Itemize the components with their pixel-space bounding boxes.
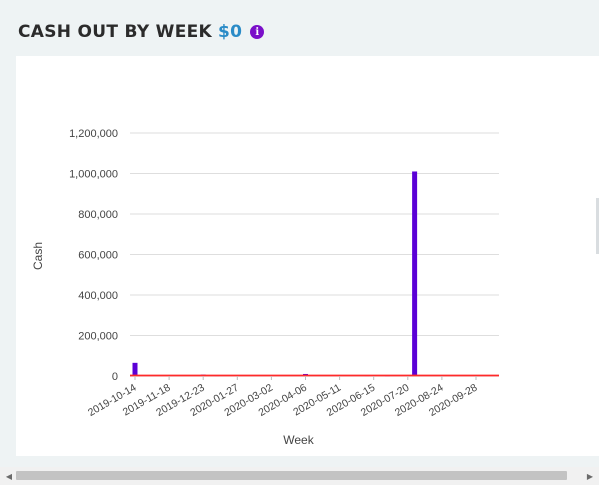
- y-tick-label: 1,200,000: [69, 128, 118, 140]
- y-tick-label: 400,000: [78, 290, 118, 302]
- chart-panel: 0 200,000 400,000 600,000 800,000 1,000,000 1,…: [16, 56, 599, 456]
- card-title: CASH OUT BY WEEK: [18, 22, 212, 42]
- cash-out-chart: 0 200,000 400,000 600,000 800,000 1,000,000 1,…: [31, 128, 499, 447]
- y-tick-label: 1,000,000: [69, 169, 118, 181]
- cash-out-amount: $0: [218, 22, 243, 42]
- y-axis-label: Cash: [31, 242, 45, 270]
- y-tick-label: 200,000: [78, 331, 118, 343]
- y-tick-label: 0: [112, 371, 118, 383]
- x-axis-label: Week: [283, 433, 314, 447]
- scrollbar-thumb[interactable]: [16, 471, 567, 480]
- y-tick-label: 600,000: [78, 250, 118, 262]
- card-header: CASH OUT BY WEEK $0 i: [18, 18, 265, 46]
- horizontal-scrollbar[interactable]: ◀ ▶: [0, 467, 599, 485]
- scroll-right-icon[interactable]: ▶: [586, 471, 594, 481]
- info-icon[interactable]: i: [250, 25, 265, 39]
- side-panel-edge: [596, 198, 599, 254]
- y-tick-label: 800,000: [78, 209, 118, 221]
- scroll-left-icon[interactable]: ◀: [5, 471, 13, 481]
- bar: [412, 171, 418, 376]
- bar: [132, 362, 138, 376]
